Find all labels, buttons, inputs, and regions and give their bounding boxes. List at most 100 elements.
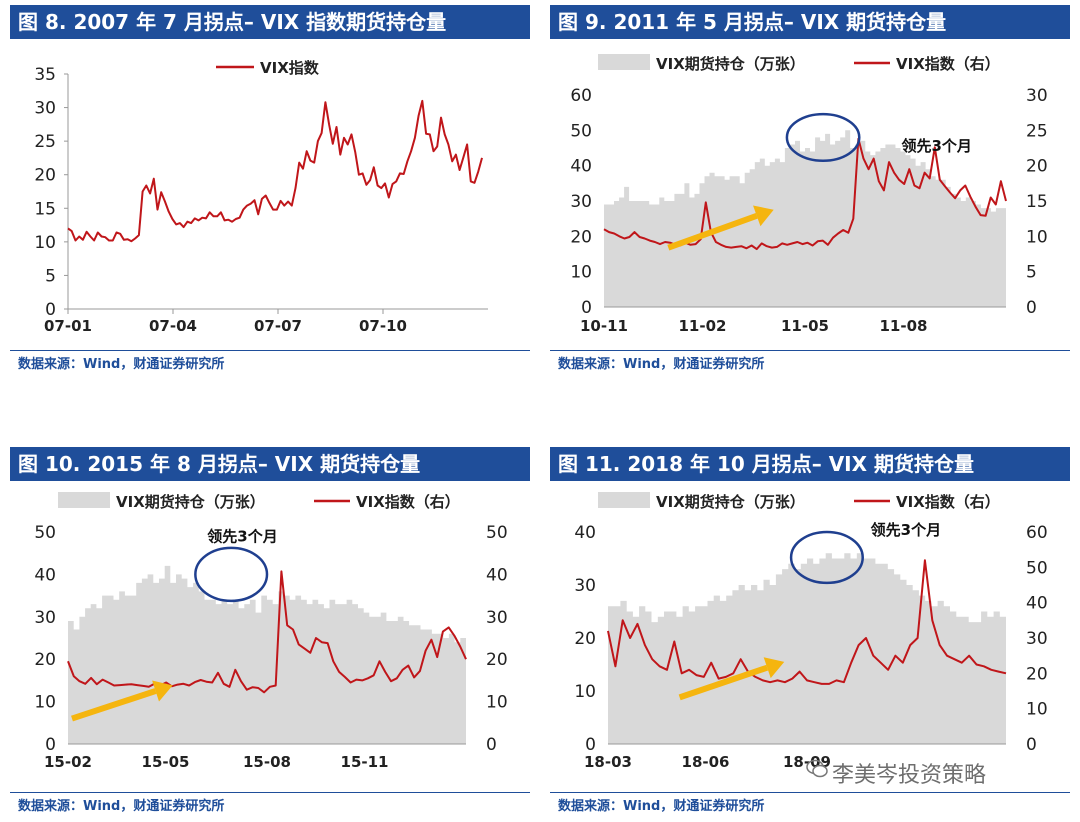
- figure-10-panel: 图 10. 2015 年 8 月拐点– VIX 期货持仓量 0 10 20 30 40 5…: [10, 447, 530, 817]
- y2-tick-label: 30: [486, 608, 508, 628]
- annotation-label: 领先3个月: [870, 521, 941, 539]
- y2-tick-label: 50: [486, 523, 508, 543]
- legend-vix-label: VIX指数（右）: [356, 493, 460, 511]
- legend-holdings-swatch: [598, 54, 650, 70]
- figure-8-title: 图 8. 2007 年 7 月拐点– VIX 指数期货持仓量: [10, 5, 530, 39]
- highlight-circle: [789, 530, 864, 585]
- y2-tick-label: 10: [486, 693, 508, 713]
- wechat-icon: [806, 759, 828, 778]
- legend-vix-label: VIX指数（右）: [896, 493, 1000, 511]
- legend-holdings-label: VIX期货持仓（万张）: [656, 493, 805, 511]
- y2-tick-label: 50: [1026, 558, 1048, 578]
- figure-9-chart: 0 10 20 30 40 50 60 0 5 10 15 20 25 30 10-11 11-02 11-05…: [570, 54, 1048, 335]
- figure-8-panel: 图 8. 2007 年 7 月拐点– VIX 指数期货持仓量 0 5 10 15 20 2…: [10, 5, 530, 375]
- vix-line: [67, 99, 483, 243]
- y-tick-label: 10: [34, 233, 56, 253]
- figure-9-title: 图 9. 2011 年 5 月拐点– VIX 期货持仓量: [550, 5, 1070, 39]
- legend-holdings-label: VIX期货持仓（万张）: [116, 493, 265, 511]
- y2-tick-label: 5: [1026, 263, 1037, 283]
- y2-tick-label: 20: [486, 650, 508, 670]
- figure-11-title: 图 11. 2018 年 10 月拐点– VIX 期货持仓量: [550, 447, 1070, 481]
- y-tick-label: 10: [570, 263, 592, 283]
- x-tick-label: 15-05: [142, 753, 190, 771]
- trend-arrow-icon: [71, 688, 157, 722]
- y-tick-label: 0: [581, 298, 592, 318]
- trend-arrow-head-icon: [763, 657, 785, 679]
- y-tick-label: 20: [574, 629, 596, 649]
- y2-tick-label: 20: [1026, 157, 1048, 177]
- trend-arrow-icon: [678, 664, 769, 701]
- y-tick-label: 10: [574, 682, 596, 702]
- y-tick-label: 0: [45, 735, 56, 755]
- x-tick-label: 15-08: [243, 753, 291, 771]
- y-tick-label: 15: [34, 199, 56, 219]
- watermark: 李美岑投资策略: [832, 763, 987, 788]
- y-tick-label: 0: [585, 735, 596, 755]
- vix-line: [607, 559, 1007, 685]
- y-tick-label: 50: [570, 121, 592, 141]
- legend-holdings-swatch: [58, 492, 110, 508]
- x-tick-label: 15-02: [44, 753, 92, 771]
- source-divider: [10, 350, 530, 351]
- legend-vix-label: VIX指数（右）: [896, 55, 1000, 73]
- trend-arrow-head-icon: [753, 205, 774, 227]
- x-tick-label: 10-11: [580, 317, 628, 335]
- y2-tick-label: 10: [1026, 227, 1048, 247]
- y-tick-label: 0: [45, 300, 56, 320]
- legend-holdings-swatch: [598, 492, 650, 508]
- y2-tick-label: 30: [1026, 629, 1048, 649]
- highlight-circle: [785, 112, 861, 162]
- highlight-circle: [194, 546, 269, 603]
- figure-9-panel: 图 9. 2011 年 5 月拐点– VIX 期货持仓量 0 10 20 30 40 50…: [550, 5, 1070, 375]
- y-tick-label: 60: [570, 86, 592, 106]
- source-note: 数据来源：Wind，财通证券研究所: [558, 799, 765, 814]
- y-tick-label: 35: [34, 65, 56, 85]
- holdings-area: [608, 553, 1006, 744]
- y2-tick-label: 25: [1026, 121, 1048, 141]
- x-tick-label: 15-11: [341, 753, 389, 771]
- annotation-label: 领先3个月: [900, 137, 971, 155]
- figure-8-chart: 0 5 10 15 20 25 30 35 07-01 07-04 07-07 07-10 VIX指数: [34, 59, 488, 335]
- y-tick-label: 20: [570, 227, 592, 247]
- y2-tick-label: 0: [1026, 298, 1037, 318]
- x-tick-label: 11-08: [879, 317, 927, 335]
- y2-tick-label: 15: [1026, 192, 1048, 212]
- source-divider: [10, 792, 530, 793]
- y2-tick-label: 40: [1026, 594, 1048, 614]
- x-tick-label: 18-06: [682, 753, 730, 771]
- legend-vix-label: VIX指数: [260, 59, 320, 77]
- y2-tick-label: 20: [1026, 664, 1048, 684]
- vix-line: [67, 570, 467, 694]
- figure-11-panel: 图 11. 2018 年 10 月拐点– VIX 期货持仓量 0 10 20 30 40…: [550, 447, 1070, 817]
- figure-10-title: 图 10. 2015 年 8 月拐点– VIX 期货持仓量: [10, 447, 530, 481]
- y-tick-label: 20: [34, 166, 56, 186]
- x-tick-label: 11-02: [678, 317, 726, 335]
- y2-tick-label: 30: [1026, 86, 1048, 106]
- holdings-area: [604, 130, 1006, 307]
- y-tick-label: 5: [45, 266, 56, 286]
- y2-tick-label: 10: [1026, 700, 1048, 720]
- y-tick-label: 30: [570, 192, 592, 212]
- trend-arrow-icon: [667, 213, 758, 251]
- figure-10-chart: 0 10 20 30 40 50 0 10 20 30 40 50 15-02 15-05 15-08 15-…: [34, 492, 508, 771]
- source-note: 数据来源：Wind，财通证券研究所: [18, 357, 225, 372]
- y-tick-label: 25: [34, 132, 56, 152]
- source-divider: [550, 792, 1070, 793]
- vix-line: [603, 137, 1007, 251]
- y-tick-label: 40: [570, 157, 592, 177]
- y2-tick-label: 0: [1026, 735, 1037, 755]
- y-tick-label: 20: [34, 650, 56, 670]
- y-tick-label: 30: [34, 608, 56, 628]
- y2-tick-label: 60: [1026, 523, 1048, 543]
- y2-tick-label: 0: [486, 735, 497, 755]
- source-note: 数据来源：Wind，财通证券研究所: [18, 799, 225, 814]
- source-note: 数据来源：Wind，财通证券研究所: [558, 357, 765, 372]
- x-tick-label: 07-10: [359, 317, 407, 335]
- y-tick-label: 30: [574, 576, 596, 596]
- y2-tick-label: 40: [486, 565, 508, 585]
- annotation-label: 领先3个月: [206, 527, 277, 545]
- y-tick-label: 30: [34, 99, 56, 119]
- source-divider: [550, 350, 1070, 351]
- trend-arrow-head-icon: [152, 680, 173, 702]
